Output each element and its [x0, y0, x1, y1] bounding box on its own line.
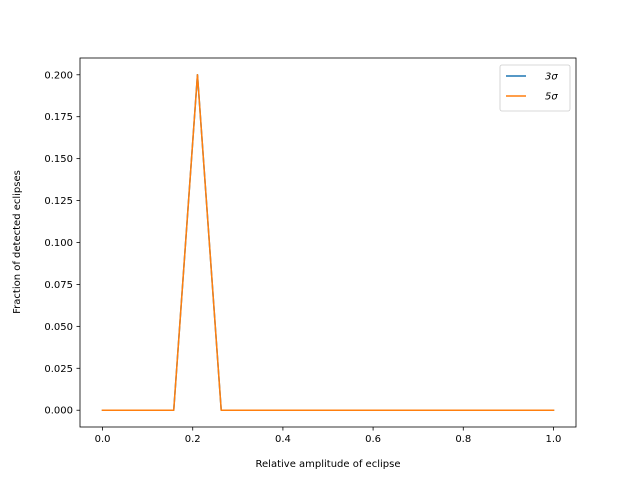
legend-label: 5σ: [545, 92, 558, 103]
x-tick-label: 0.4: [275, 434, 291, 445]
y-tick-label: 0.200: [44, 70, 73, 81]
x-axis-label: Relative amplitude of eclipse: [256, 459, 401, 470]
x-tick-label: 0.0: [95, 434, 111, 445]
y-tick-label: 0.150: [44, 154, 73, 165]
x-tick-label: 0.8: [455, 434, 471, 445]
legend: 3σ 5σ: [499, 64, 571, 112]
x-tick-label: 0.2: [185, 434, 201, 445]
legend-box: [499, 64, 571, 112]
y-tick-label: 0.125: [44, 196, 73, 207]
y-tick-label: 0.100: [44, 238, 73, 249]
x-tick-label: 1.0: [546, 434, 562, 445]
y-tick-label: 0.050: [44, 322, 73, 333]
y-tick-label: 0.075: [44, 280, 73, 291]
legend-label: 3σ: [545, 72, 558, 83]
y-tick-label: 0.025: [44, 364, 73, 375]
y-tick-label: 0.000: [44, 406, 73, 417]
x-tick-label: 0.6: [365, 434, 381, 445]
y-axis-label: Fraction of detected eclipses: [12, 170, 23, 314]
y-tick-label: 0.175: [44, 112, 73, 123]
x-axis-ticks: 0.0 0.2 0.4 0.6 0.8 1.0: [95, 427, 562, 445]
series-line-2: [101, 74, 555, 411]
y-axis-ticks: 0.000 0.025 0.050 0.075 0.100 0.125 0.150 0.175…: [44, 70, 80, 417]
